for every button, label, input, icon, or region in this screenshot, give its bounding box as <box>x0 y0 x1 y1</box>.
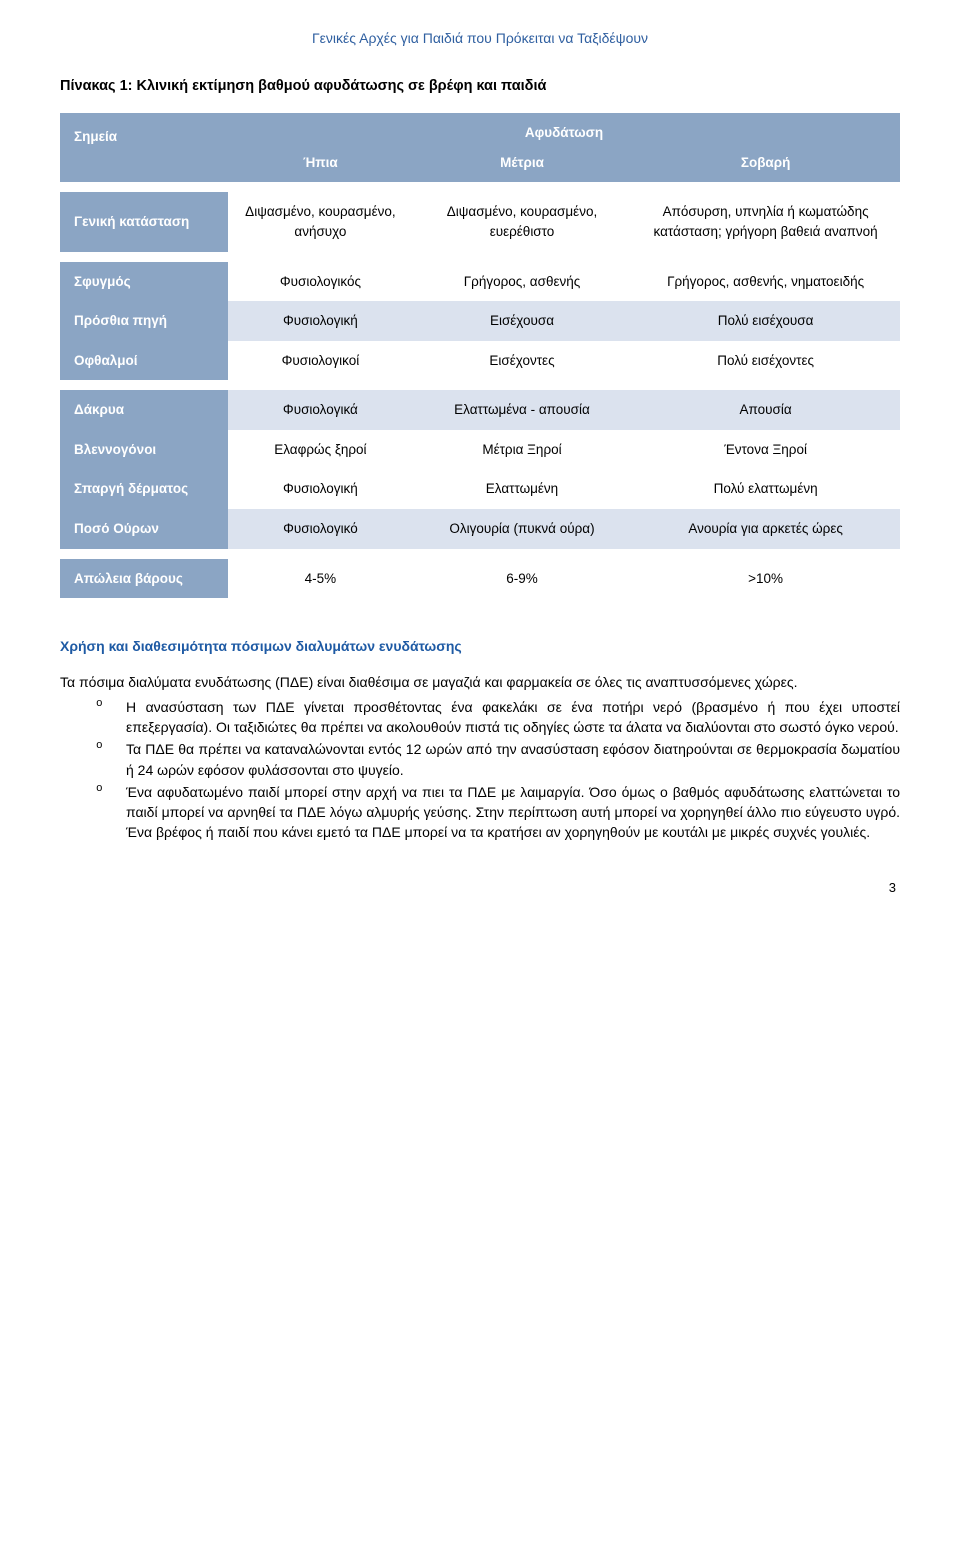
table-title: Πίνακας 1: Κλινική εκτίμηση βαθμού αφυδά… <box>60 76 900 97</box>
row-label: Πρόσθια πηγή <box>60 301 228 341</box>
list-item-text: Ένα αφυδατωμένο παιδί μπορεί στην αρχή ν… <box>126 784 900 841</box>
table-cell: 6-9% <box>413 559 631 599</box>
table-cell: Γρήγορος, ασθενής <box>413 262 631 302</box>
list-item: o Τα ΠΔΕ θα πρέπει να καταναλώνονται εντό… <box>96 739 900 780</box>
row-label: Οφθαλμοί <box>60 341 228 381</box>
table-cell: Ανουρία για αρκετές ώρες <box>631 509 900 549</box>
table-cell: Έντονα Ξηροί <box>631 430 900 470</box>
table-cell: Εισέχοντες <box>413 341 631 381</box>
bullet-marker: o <box>96 739 103 755</box>
table-cell: Διψασμένο, κουρασμένο, ευερέθιστο <box>413 192 631 251</box>
row-label: Βλεννογόνοι <box>60 430 228 470</box>
dehydration-table: ΣημείαΑφυδάτωσηΉπιαΜέτριαΣοβαρή Γενική κα… <box>60 113 900 598</box>
table-row: ΒλεννογόνοιΕλαφρώς ξηροίΜέτρια ΞηροίΈντο… <box>60 430 900 470</box>
table-cell: Φυσιολογικά <box>228 390 413 430</box>
table-row: Σπαργή δέρματοςΦυσιολογικήΕλαττωμένηΠολύ… <box>60 469 900 509</box>
table-row: Απώλεια βάρους4-5%6-9%>10% <box>60 559 900 599</box>
table-cell: Πολύ εισέχουσα <box>631 301 900 341</box>
table-cell: Ελαττωμένα - απουσία <box>413 390 631 430</box>
table-cell: Μέτρια Ξηροί <box>413 430 631 470</box>
col-header-signs: Σημεία <box>60 113 228 182</box>
table-cell: Απόσυρση, υπνηλία ή κωματώδης κατάσταση;… <box>631 192 900 251</box>
list-item: o Η ανασύσταση των ΠΔΕ γίνεται προσθέτοντ… <box>96 697 900 738</box>
table-cell: >10% <box>631 559 900 599</box>
table-row: ΔάκρυαΦυσιολογικάΕλαττωμένα - απουσίαΑπο… <box>60 390 900 430</box>
col-header-1: Μέτρια <box>413 149 631 183</box>
table-cell: Ελαφρώς ξηροί <box>228 430 413 470</box>
table-cell: Γρήγορος, ασθενής, νηματοειδής <box>631 262 900 302</box>
table-cell: Φυσιολογικοί <box>228 341 413 381</box>
table-cell: Ολιγουρία (πυκνά ούρα) <box>413 509 631 549</box>
col-header-2: Σοβαρή <box>631 149 900 183</box>
row-label: Δάκρυα <box>60 390 228 430</box>
list-item: o Ένα αφυδατωμένο παιδί μπορεί στην αρχή … <box>96 782 900 843</box>
bullet-list: o Η ανασύσταση των ΠΔΕ γίνεται προσθέτοντ… <box>60 697 900 843</box>
row-label: Ποσό Ούρων <box>60 509 228 549</box>
table-cell: Φυσιολογική <box>228 469 413 509</box>
table-row: Ποσό ΟύρωνΦυσιολογικόΟλιγουρία (πυκνά ού… <box>60 509 900 549</box>
table-cell: Πολύ ελαττωμένη <box>631 469 900 509</box>
row-label: Σπαργή δέρματος <box>60 469 228 509</box>
section-intro: Τα πόσιμα διαλύματα ενυδάτωσης (ΠΔΕ) είν… <box>60 672 900 692</box>
table-row: Πρόσθια πηγήΦυσιολογικήΕισέχουσαΠολύ εισ… <box>60 301 900 341</box>
table-row: ΟφθαλμοίΦυσιολογικοίΕισέχοντεςΠολύ εισέχ… <box>60 341 900 381</box>
table-cell: 4-5% <box>228 559 413 599</box>
table-cell: Φυσιολογικό <box>228 509 413 549</box>
bullet-marker: o <box>96 697 103 713</box>
row-label: Γενική κατάσταση <box>60 192 228 251</box>
row-label: Απώλεια βάρους <box>60 559 228 599</box>
col-header-0: Ήπια <box>228 149 413 183</box>
table-cell: Φυσιολογικός <box>228 262 413 302</box>
table-cell: Διψασμένο, κουρασμένο, ανήσυχο <box>228 192 413 251</box>
page-number: 3 <box>60 879 900 898</box>
running-header: Γενικές Αρχές για Παιδιά που Πρόκειται ν… <box>60 28 900 48</box>
table-cell: Ελαττωμένη <box>413 469 631 509</box>
table-cell: Φυσιολογική <box>228 301 413 341</box>
list-item-text: Η ανασύσταση των ΠΔΕ γίνεται προσθέτοντα… <box>126 699 900 735</box>
table-row: ΣφυγμόςΦυσιολογικόςΓρήγορος, ασθενήςΓρήγ… <box>60 262 900 302</box>
row-label: Σφυγμός <box>60 262 228 302</box>
section-title: Χρήση και διαθεσιμότητα πόσιμων διαλυμάτ… <box>60 636 900 656</box>
table-cell: Απουσία <box>631 390 900 430</box>
bullet-marker: o <box>96 782 103 798</box>
table-cell: Πολύ εισέχοντες <box>631 341 900 381</box>
table-cell: Εισέχουσα <box>413 301 631 341</box>
col-header-group: Αφυδάτωση <box>228 113 900 149</box>
table-row: Γενική κατάστασηΔιψασμένο, κουρασμένο, α… <box>60 192 900 251</box>
list-item-text: Τα ΠΔΕ θα πρέπει να καταναλώνονται εντός… <box>126 741 900 777</box>
